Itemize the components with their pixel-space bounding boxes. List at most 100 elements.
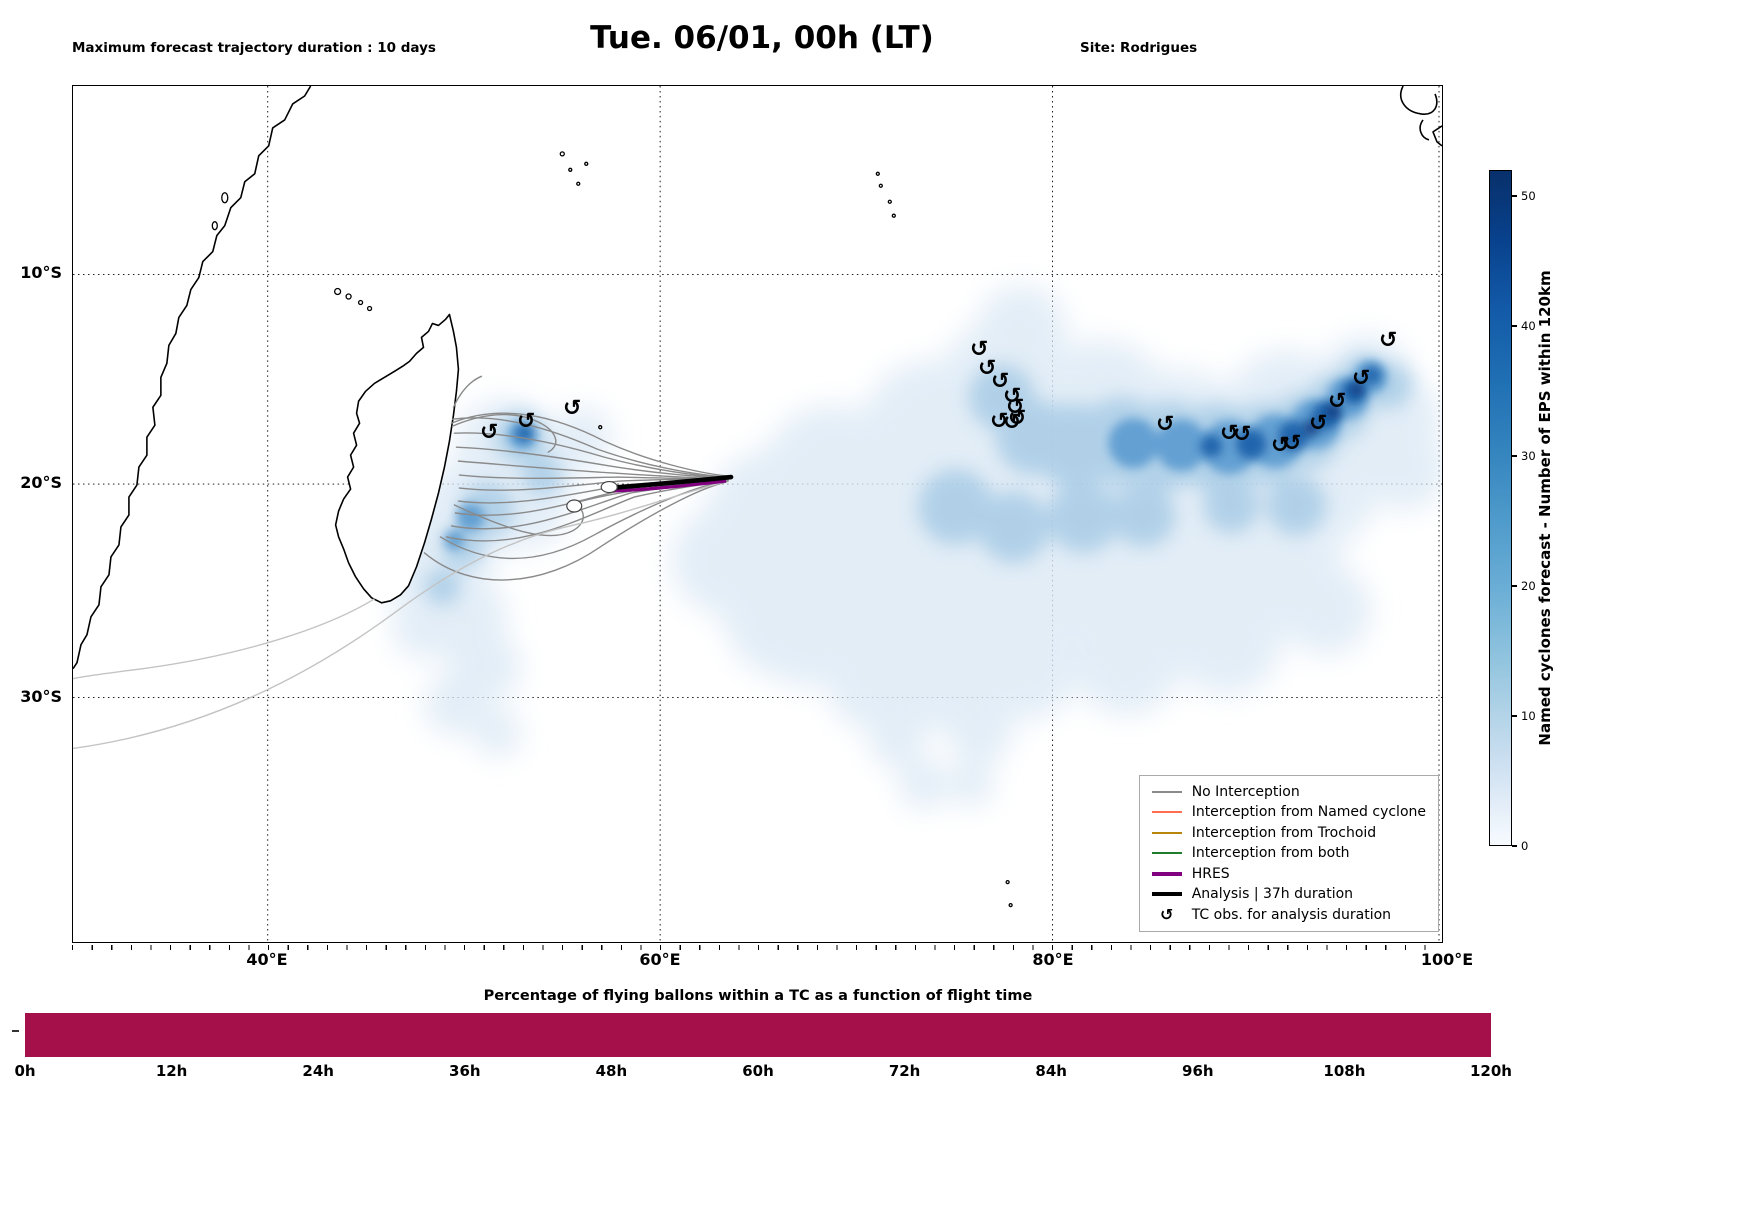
colorbar-tick bbox=[1512, 455, 1517, 457]
legend-line bbox=[1151, 892, 1182, 897]
tc-obs-marker: ↺ bbox=[991, 369, 1010, 394]
tc-obs-marker: ↺ bbox=[1283, 431, 1302, 456]
legend-item-label: Interception from both bbox=[1191, 845, 1350, 862]
flight-time-tick-label: 24h bbox=[302, 1062, 334, 1080]
colorbar-tick bbox=[1512, 325, 1517, 327]
flight-time-tick-label: 48h bbox=[595, 1062, 628, 1080]
tc-obs-marker: ↺ bbox=[1006, 395, 1025, 420]
colorbar-tick bbox=[1512, 195, 1517, 197]
map-canvas bbox=[73, 86, 1442, 942]
colorbar-gradient bbox=[1489, 170, 1512, 846]
colorbar-tick-label: 0 bbox=[1521, 839, 1529, 853]
y-tick-label: 20°S bbox=[20, 473, 62, 492]
tc-obs-marker: ↺ bbox=[1220, 421, 1239, 446]
tc-obs-marker: ↺ bbox=[1008, 406, 1027, 431]
legend-item: Interception from Named cyclone bbox=[1150, 802, 1426, 823]
x-axis-minor-ticks bbox=[72, 945, 1443, 950]
mauritius-island bbox=[600, 480, 618, 494]
legend-line bbox=[1151, 852, 1182, 855]
colorbar-tick-label: 50 bbox=[1521, 189, 1536, 203]
colorbar-tick-label: 30 bbox=[1521, 449, 1536, 463]
colorbar: Named cyclones forecast - Number of EPS … bbox=[1489, 170, 1609, 853]
flight-time-tick-label: 108h bbox=[1323, 1062, 1366, 1080]
tc-obs-marker: ↺ bbox=[480, 420, 499, 445]
balloon-trajectories-light bbox=[73, 481, 725, 750]
tc-obs-marker: ↺ bbox=[1352, 366, 1371, 391]
config-line: Maximum forecast trajectory duration : 1… bbox=[72, 40, 436, 56]
flight-time-tick-label: 84h bbox=[1035, 1062, 1067, 1080]
analysis-track bbox=[605, 474, 734, 491]
flight-time-y-tick bbox=[12, 1030, 19, 1032]
legend-line-sample bbox=[1150, 892, 1184, 897]
flight-time-tick-label: 0h bbox=[14, 1062, 36, 1080]
flight-time-bar bbox=[25, 1013, 1491, 1057]
tc-obs-marker: ↺ bbox=[1328, 389, 1347, 414]
legend-item-label: Analysis | 37h duration bbox=[1191, 886, 1354, 903]
legend-line-sample bbox=[1150, 831, 1184, 834]
map-panel: ↺ ↺ ↺ ↺ ↺ ↺ ↺ ↺ ↺ ↺ ↺ ↺ ↺ ↺ ↺ ↺ ↺ ↺ ↺ ↺ No Interception Inte… bbox=[72, 85, 1443, 943]
flight-time-tick-label: 60h bbox=[742, 1062, 774, 1080]
legend-item: Interception from Trochoid bbox=[1150, 823, 1426, 844]
colorbar-label: Named cyclones forecast - Number of EPS … bbox=[1536, 270, 1554, 746]
legend-item-label: Interception from Named cyclone bbox=[1191, 804, 1426, 821]
africa-coastline bbox=[73, 86, 312, 670]
colorbar-tick-label: 40 bbox=[1521, 319, 1536, 333]
colorbar-tick bbox=[1512, 585, 1517, 587]
colorbar-tick-label: 10 bbox=[1521, 709, 1536, 723]
madagascar-coastline bbox=[334, 313, 460, 604]
flight-time-tick-label: 36h bbox=[449, 1062, 481, 1080]
eps-density-heatmap bbox=[369, 285, 1442, 810]
x-tick-label: 80°E bbox=[1032, 950, 1074, 969]
tc-obs-marker: ↺ bbox=[517, 409, 536, 434]
legend-line-sample bbox=[1150, 811, 1184, 814]
tc-obs-marker: ↺ bbox=[978, 356, 997, 381]
flight-time-tick-label: 72h bbox=[888, 1062, 921, 1080]
legend-item-label: HRES bbox=[1191, 865, 1230, 882]
legend-item-label: Interception from Trochoid bbox=[1191, 824, 1377, 841]
mascarene-islands bbox=[566, 480, 618, 513]
tc-obs-marker: ↺ bbox=[1271, 433, 1290, 458]
colorbar-tick-label: 20 bbox=[1521, 579, 1536, 593]
legend-item: ↺ TC obs. for analysis duration bbox=[1150, 905, 1426, 926]
reunion-island bbox=[566, 499, 583, 513]
flight-time-tick-label: 120h bbox=[1470, 1062, 1512, 1080]
legend-line-sample bbox=[1150, 852, 1184, 855]
x-tick-label: 60°E bbox=[639, 950, 681, 969]
tc-obs-legend-symbol: ↺ bbox=[1159, 905, 1174, 925]
legend-item-label: No Interception bbox=[1191, 783, 1300, 800]
sumatra-coast-fragment bbox=[1400, 86, 1442, 147]
y-tick-label: 30°S bbox=[20, 687, 62, 706]
flight-time-chart-title: Percentage of flying ballons within a TC… bbox=[483, 988, 1033, 1004]
tc-obs-marker: ↺ bbox=[1156, 412, 1175, 437]
legend-line-sample bbox=[1150, 871, 1184, 876]
tc-obs-marker: ↺ bbox=[1003, 410, 1022, 435]
tc-obs-marker: ↺ bbox=[1003, 384, 1022, 409]
figure-title: Tue. 06/01, 00h (LT) bbox=[590, 20, 934, 56]
tc-observations-layer: ↺ ↺ ↺ ↺ ↺ ↺ ↺ ↺ ↺ ↺ ↺ ↺ ↺ ↺ ↺ ↺ ↺ ↺ ↺ ↺ bbox=[73, 86, 1442, 942]
legend-line bbox=[1151, 790, 1182, 793]
legend-line bbox=[1151, 811, 1182, 814]
legend-line bbox=[1151, 871, 1182, 876]
y-tick-label: 10°S bbox=[20, 263, 62, 282]
colorbar-tick bbox=[1512, 845, 1517, 847]
small-islands bbox=[211, 151, 1013, 908]
coastlines bbox=[73, 86, 1442, 908]
flight-time-tick-label: 12h bbox=[155, 1062, 188, 1080]
tc-obs-marker: ↺ bbox=[970, 337, 989, 362]
legend-line-sample bbox=[1150, 790, 1184, 793]
map-legend: No Interception Interception from Named c… bbox=[1138, 774, 1439, 932]
tc-obs-marker: ↺ bbox=[1309, 411, 1328, 436]
legend-line bbox=[1151, 831, 1182, 834]
x-tick-label: 100°E bbox=[1420, 950, 1474, 969]
tc-obs-marker: ↺ bbox=[563, 396, 582, 421]
colorbar-tick bbox=[1512, 715, 1517, 717]
legend-item: No Interception bbox=[1150, 782, 1426, 803]
legend-item: HRES bbox=[1150, 864, 1426, 885]
tc-obs-marker: ↺ bbox=[1379, 328, 1398, 353]
flight-time-tick-label: 96h bbox=[1182, 1062, 1214, 1080]
legend-item-label: TC obs. for analysis duration bbox=[1191, 906, 1392, 923]
hres-track bbox=[609, 479, 727, 493]
legend-item: Interception from both bbox=[1150, 843, 1426, 864]
x-tick-label: 40°E bbox=[246, 950, 288, 969]
